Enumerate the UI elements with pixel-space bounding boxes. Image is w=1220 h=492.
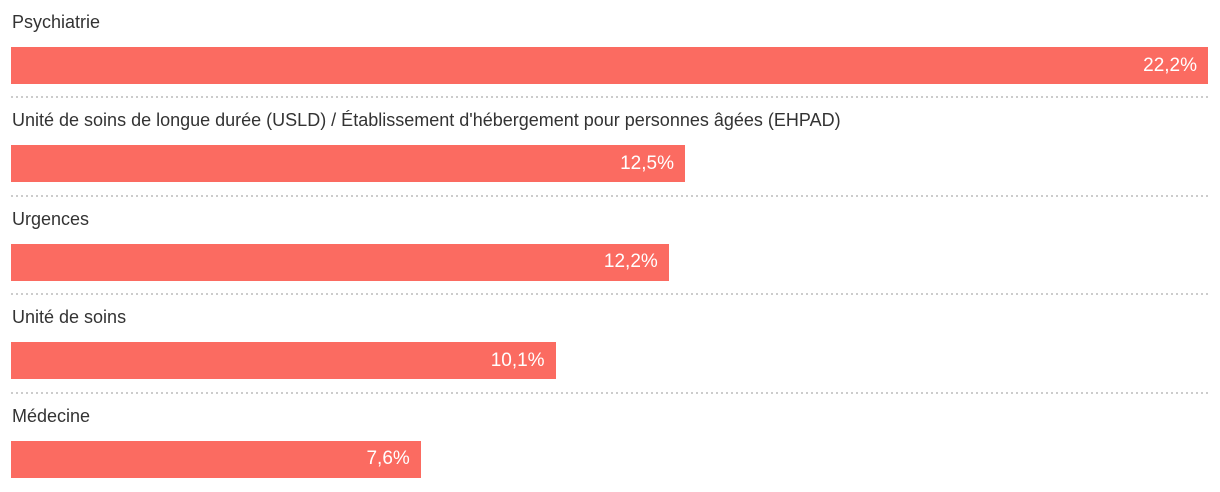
bar-medecine: 7,6% (11, 440, 421, 478)
row-separator (11, 96, 1211, 99)
bar-track: 12,5% (11, 145, 1208, 183)
bar-value-label: 7,6% (366, 448, 410, 470)
bar-value-label: 22,2% (1143, 54, 1197, 76)
bar-track: 22,2% (11, 47, 1208, 84)
bar-psychiatrie: 22,2% (11, 47, 1208, 84)
bar-urgences: 12,2% (11, 243, 669, 281)
row-separator (11, 194, 1211, 197)
row-separator (11, 391, 1211, 394)
bar-row-usld-ehpad: Unité de soins de longue durée (USLD) / … (0, 98, 1220, 197)
bar-row-urgences: Urgences 12,2% (0, 197, 1220, 296)
bar-track: 7,6% (11, 440, 1208, 478)
bar-row-medecine: Médecine 7,6% (0, 394, 1220, 492)
bar-value-label: 12,2% (603, 251, 658, 273)
bar-row-unite-de-soins: Unité de soins 10,1% (0, 295, 1220, 394)
bar-value-label: 10,1% (490, 349, 545, 371)
bar-track: 10,1% (11, 342, 1208, 380)
category-label: Médecine (12, 405, 91, 426)
row-separator (11, 293, 1211, 296)
bar-row-psychiatrie: Psychiatrie 22,2% (0, 0, 1220, 99)
category-label: Unité de soins de longue durée (USLD) / … (12, 110, 841, 131)
category-label: Unité de soins (12, 307, 127, 328)
bar-usld-ehpad: 12,5% (11, 145, 685, 183)
category-label: Urgences (12, 208, 90, 229)
bar-track: 12,2% (11, 243, 1208, 281)
bar-unite-de-soins: 10,1% (11, 342, 556, 380)
bar-value-label: 12,5% (620, 152, 674, 174)
category-label: Psychiatrie (12, 12, 101, 32)
